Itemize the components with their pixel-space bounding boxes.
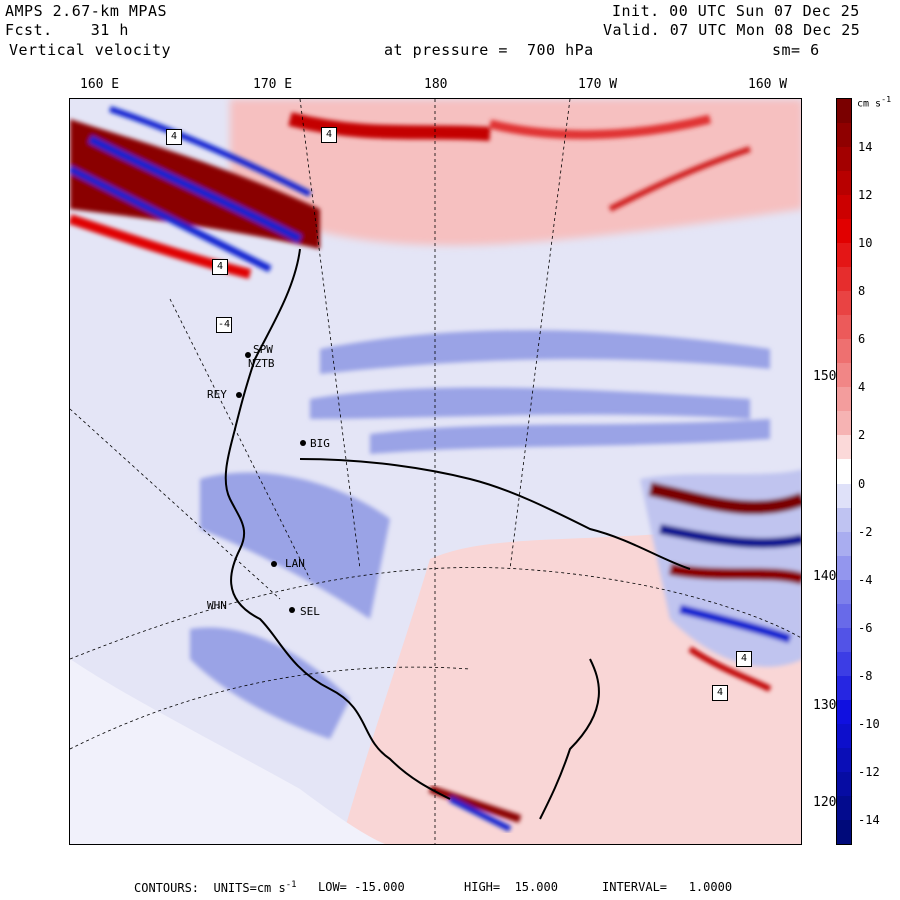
colorbar-tick-label: -10 <box>858 716 880 731</box>
colorbar-segment <box>837 507 851 533</box>
max-value-box: 4 <box>712 685 728 701</box>
station-dot-sel <box>289 607 295 613</box>
colorbar-tick-label: -6 <box>858 620 873 635</box>
colorbar-segment <box>837 435 851 460</box>
colorbar-segment <box>837 267 851 292</box>
colorbar-tick-label: -12 <box>858 764 880 779</box>
map-field-svg <box>70 99 801 844</box>
colorbar-segment <box>837 819 851 845</box>
colorbar-tick-label: 8 <box>858 284 866 299</box>
max-value-box: 4 <box>166 129 182 145</box>
colorbar-segment <box>837 315 851 340</box>
colorbar-segment <box>837 459 851 484</box>
lon-label-170w: 170 W <box>578 77 618 92</box>
colorbar-segment <box>837 531 851 557</box>
station-lan: LAN <box>285 557 305 570</box>
colorbar-segment <box>837 771 851 797</box>
coastline-west <box>224 248 451 800</box>
strong-ascent-north <box>70 106 751 279</box>
colorbar-segment <box>837 555 851 581</box>
colorbar-segment <box>837 291 851 316</box>
colorbar <box>836 98 852 845</box>
max-value-box: 4 <box>212 259 228 275</box>
smoothing-label: sm= 6 <box>772 41 820 59</box>
pressure-level: at pressure = 700 hPa <box>384 41 594 59</box>
footer-interval: INTERVAL= 1.0000 <box>602 880 733 894</box>
station-nztb: NZTB <box>248 357 275 370</box>
colorbar-segment <box>837 699 851 725</box>
colorbar-segment <box>837 123 851 148</box>
colorbar-segment <box>837 195 851 220</box>
colorbar-segment <box>837 723 851 749</box>
colorbar-segment <box>837 627 851 653</box>
station-dot-big <box>300 440 306 446</box>
colorbar-segment <box>837 219 851 244</box>
colorbar-tick-label: 4 <box>858 380 866 395</box>
station-spw: SPW <box>253 343 273 356</box>
colorbar-tick-label: -4 <box>858 572 873 587</box>
station-rey: REY <box>207 388 227 401</box>
max-value-box: 4 <box>321 127 337 143</box>
station-sel: SEL <box>300 605 320 618</box>
init-time: Init. 00 UTC Sun 07 Dec 25 <box>612 2 860 20</box>
colorbar-segment <box>837 171 851 196</box>
colorbar-segment <box>837 795 851 821</box>
lon-label-170e: 170 E <box>253 77 293 92</box>
colorbar-segment <box>837 339 851 364</box>
strong-convection-east <box>640 469 801 692</box>
colorbar-segment <box>837 387 851 412</box>
forecast-hour: Fcst. 31 h <box>5 21 129 39</box>
max-value-box: 4 <box>736 651 752 667</box>
station-big: BIG <box>310 437 330 450</box>
weak-region-southwest <box>70 659 385 844</box>
graticule <box>70 99 801 844</box>
colorbar-segment <box>837 363 851 388</box>
station-dot-rey <box>236 392 242 398</box>
colorbar-unit: cm s-1 <box>857 94 892 110</box>
lon-label-180: 180 <box>424 77 448 92</box>
footer-units: CONTOURS: UNITS=cm s-1 <box>134 880 297 895</box>
colorbar-segment <box>837 675 851 701</box>
convection-south <box>428 785 522 832</box>
valid-time: Valid. 07 UTC Mon 08 Dec 25 <box>603 21 861 39</box>
colorbar-tick-label: 0 <box>858 476 866 491</box>
station-dot-lan <box>271 561 277 567</box>
colorbar-tick-label: 6 <box>858 332 866 347</box>
colorbar-tick-label: -8 <box>858 668 873 683</box>
colorbar-tick-label: 2 <box>858 428 866 443</box>
coastline-east <box>539 658 600 820</box>
station-whn: WHN <box>207 599 227 612</box>
field-name: Vertical velocity <box>9 41 172 59</box>
min-value-box: -4 <box>216 317 232 333</box>
colorbar-segment <box>837 243 851 268</box>
colorbar-segment <box>837 603 851 629</box>
descent-bands <box>190 330 770 739</box>
colorbar-segment <box>837 747 851 773</box>
station-dot-spw <box>245 352 251 358</box>
footer-high: HIGH= 15.000 <box>464 880 558 894</box>
ice-shelf-edge <box>299 458 691 570</box>
lon-label-160w: 160 W <box>748 77 788 92</box>
colorbar-segment <box>837 579 851 605</box>
vertical-velocity-map: SPW NZTB REY BIG LAN SEL WHN 4 4 4 -4 4 … <box>69 98 802 845</box>
colorbar-segment <box>837 147 851 172</box>
colorbar-tick-label: 12 <box>858 188 873 203</box>
colorbar-tick-label: 14 <box>858 140 873 155</box>
colorbar-segment <box>837 411 851 436</box>
footer-low: LOW= -15.000 <box>318 880 405 894</box>
lon-label-160e: 160 E <box>80 77 120 92</box>
colorbar-segment <box>837 99 851 124</box>
colorbar-segment <box>837 483 851 509</box>
colorbar-segment <box>837 651 851 677</box>
colorbar-tick-label: -14 <box>858 812 880 827</box>
colorbar-tick-label: 10 <box>858 236 873 251</box>
colorbar-tick-label: -2 <box>858 524 873 539</box>
model-title: AMPS 2.67-km MPAS <box>5 2 168 20</box>
